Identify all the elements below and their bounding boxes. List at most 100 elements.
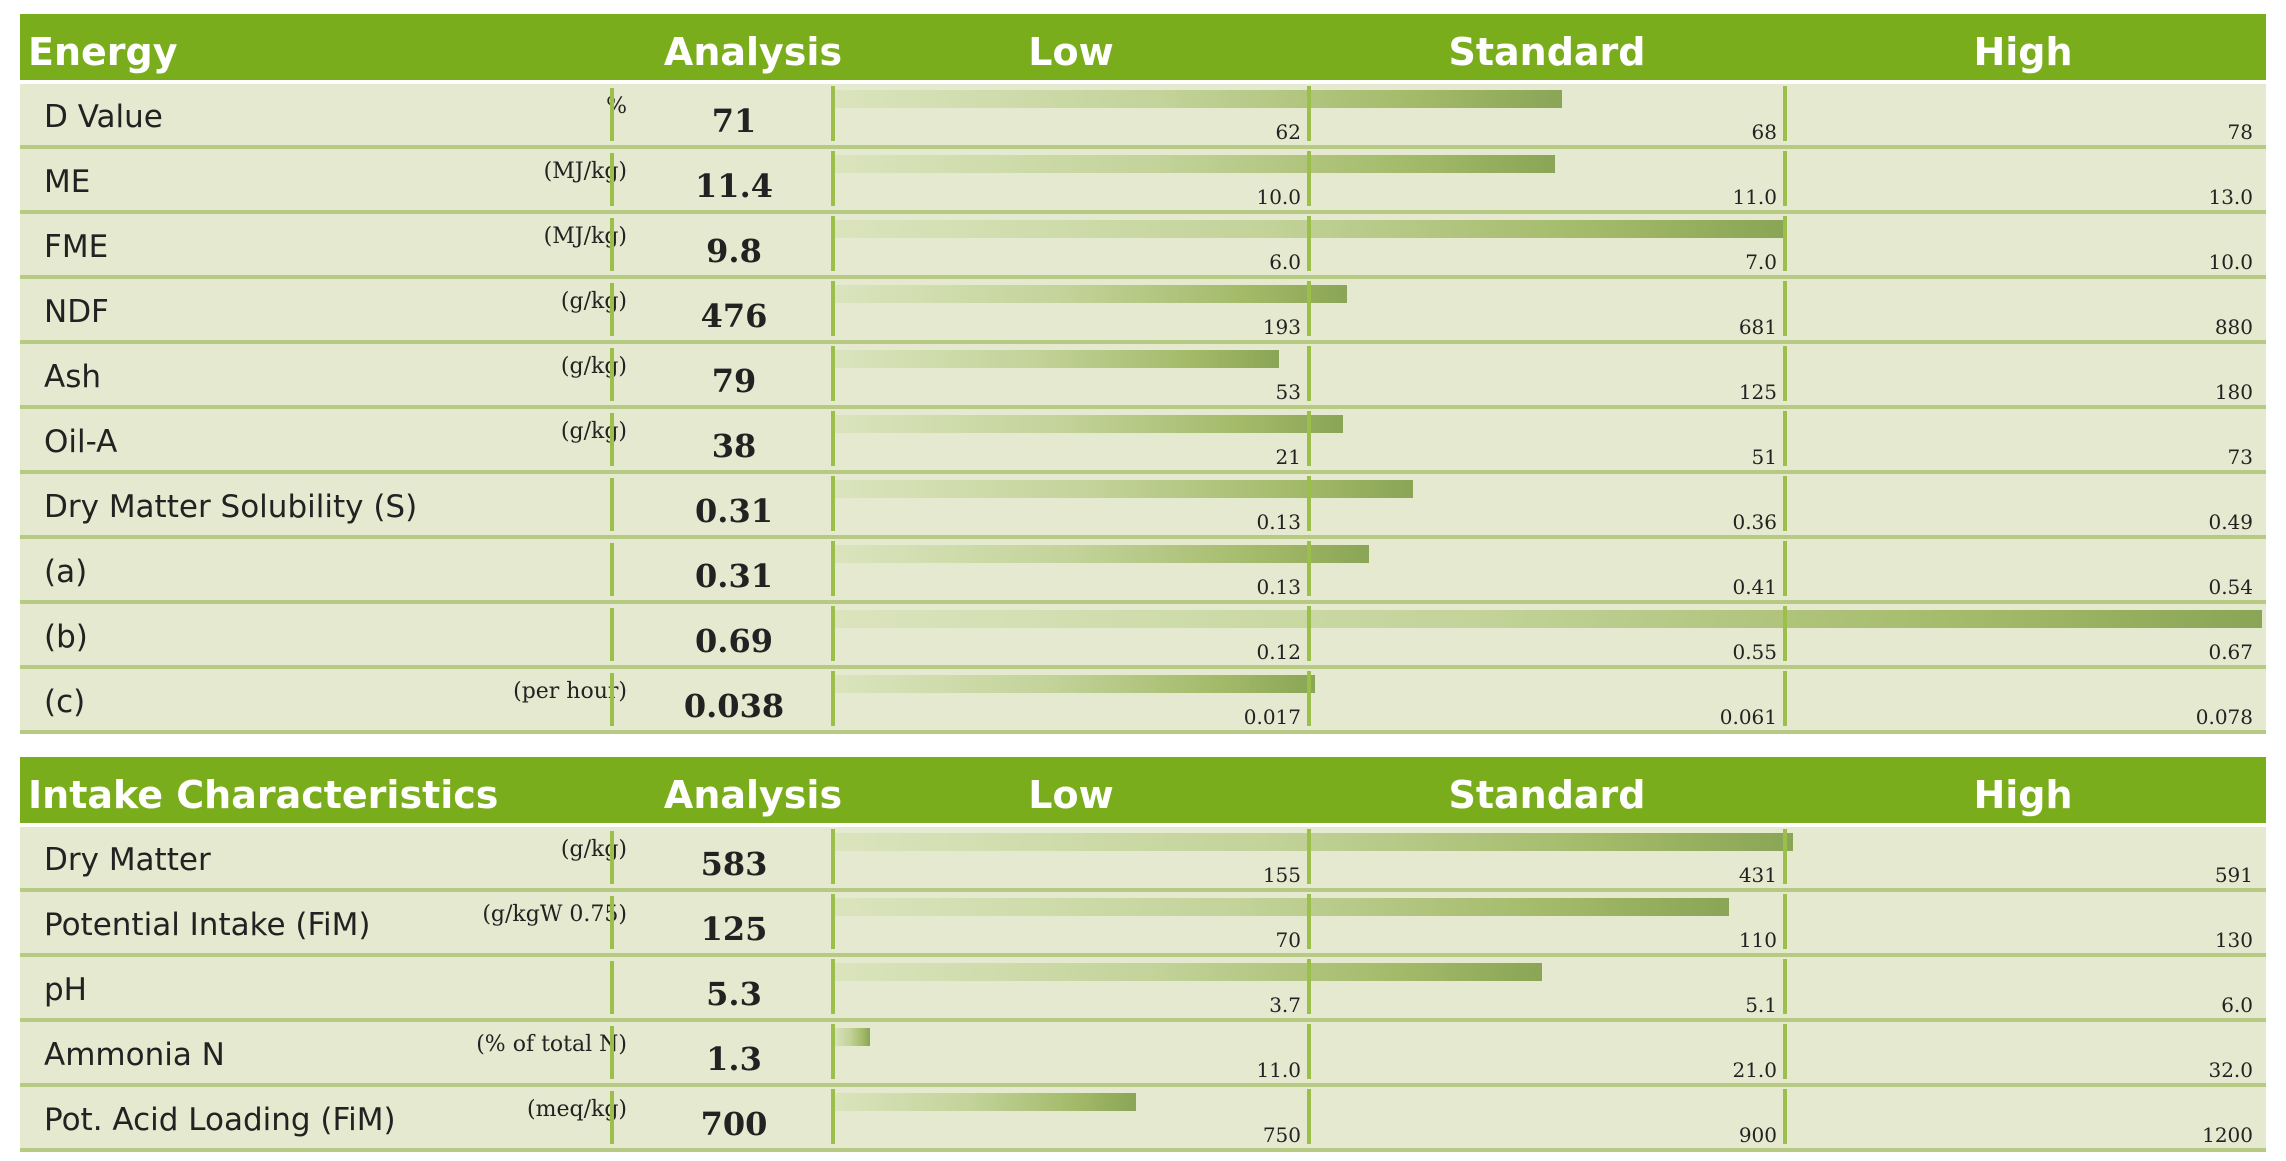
low-range-value: 21 (1275, 445, 1301, 469)
analysis-value: 0.31 (695, 492, 773, 530)
column-divider (610, 153, 614, 206)
range-tick (1783, 411, 1787, 466)
range-chart: 11.0 21.0 32.0 (831, 1022, 2262, 1083)
row-divider (20, 1083, 2266, 1087)
range-tick (1783, 959, 1787, 1014)
range-tick (1307, 606, 1311, 661)
row-label: Dry Matter (44, 842, 211, 878)
row-unit: (g/kg) (560, 837, 627, 862)
low-range-value: 0.12 (1256, 640, 1301, 664)
row-label: pH (44, 972, 87, 1008)
high-column-header: High (1973, 30, 2073, 74)
analysis-value: 79 (711, 362, 757, 400)
table-row: (c) (per hour) 0.038 0.017 0.061 0.078 (20, 669, 2266, 734)
range-chart: 6.0 7.0 10.0 (831, 214, 2262, 275)
low-range-value: 11.0 (1256, 1058, 1301, 1082)
range-chart: 0.13 0.41 0.54 (831, 539, 2262, 600)
high-range-value: 32.0 (2208, 1058, 2253, 1082)
row-label: ME (44, 164, 91, 200)
high-range-value: 6.0 (2221, 993, 2253, 1017)
table-row: Pot. Acid Loading (FiM) (meq/kg) 700 750 900… (20, 1087, 2266, 1152)
range-tick (1307, 829, 1311, 884)
analysis-bar (833, 610, 2262, 628)
standard-range-value: 5.1 (1745, 993, 1777, 1017)
row-unit: (g/kg) (560, 419, 627, 444)
range-tick (1307, 151, 1311, 206)
low-range-value: 53 (1275, 380, 1301, 404)
low-range-value: 10.0 (1256, 185, 1301, 209)
range-tick (831, 671, 835, 726)
analysis-column-header: Analysis (663, 30, 843, 74)
analysis-column-header: Analysis (663, 773, 843, 817)
range-tick (831, 541, 835, 596)
range-tick (1783, 346, 1787, 401)
range-tick (831, 281, 835, 336)
range-tick (831, 216, 835, 271)
row-divider (20, 340, 2266, 344)
standard-range-value: 68 (1751, 120, 1777, 144)
table-row: FME (MJ/kg) 9.8 6.0 7.0 10.0 (20, 214, 2266, 279)
range-tick (1783, 281, 1787, 336)
analysis-bar (833, 898, 1729, 916)
row-divider (20, 730, 2266, 734)
analysis-bar (833, 545, 1369, 563)
standard-range-value: 21.0 (1732, 1058, 1777, 1082)
range-tick (1783, 86, 1787, 141)
section-title: Intake Characteristics (28, 773, 499, 817)
high-range-value: 591 (2214, 863, 2253, 887)
range-tick (831, 346, 835, 401)
analysis-value: 9.8 (706, 232, 762, 270)
low-range-value: 0.017 (1243, 705, 1301, 729)
range-tick (1307, 894, 1311, 949)
table-row: Oil-A (g/kg) 38 21 51 73 (20, 409, 2266, 474)
column-divider (610, 608, 614, 661)
standard-range-value: 681 (1738, 315, 1777, 339)
standard-range-value: 51 (1751, 445, 1777, 469)
table-row: Dry Matter Solubility (S) 0.31 0.13 0.36 0.4… (20, 474, 2266, 539)
standard-column-header: Standard (1448, 773, 1646, 817)
high-range-value: 0.67 (2208, 640, 2253, 664)
row-label: Pot. Acid Loading (FiM) (44, 1102, 396, 1138)
table-row: Ash (g/kg) 79 53 125 180 (20, 344, 2266, 409)
low-range-value: 193 (1262, 315, 1301, 339)
standard-range-value: 110 (1738, 928, 1777, 952)
high-range-value: 10.0 (2208, 250, 2253, 274)
standard-column-header: Standard (1448, 30, 1646, 74)
table-row: pH 5.3 3.7 5.1 6.0 (20, 957, 2266, 1022)
range-chart: 750 900 1200 (831, 1087, 2262, 1148)
row-divider (20, 1148, 2266, 1152)
analysis-bar (833, 155, 1555, 173)
analysis-bar (833, 415, 1343, 433)
range-chart: 193 681 880 (831, 279, 2262, 340)
row-label: (b) (44, 619, 88, 655)
table-section: Energy Analysis Low Standard High D Value% 71 6… (20, 14, 2266, 734)
row-label: NDF (44, 294, 109, 330)
range-tick (831, 476, 835, 531)
column-divider (610, 1091, 614, 1144)
range-tick (1307, 216, 1311, 271)
standard-range-value: 0.41 (1732, 575, 1777, 599)
range-tick (1307, 671, 1311, 726)
range-tick (1307, 959, 1311, 1014)
column-divider (610, 543, 614, 596)
analysis-value: 0.69 (695, 622, 773, 660)
analysis-value: 5.3 (706, 975, 762, 1013)
high-range-value: 1200 (2202, 1123, 2253, 1147)
row-label: D Value (44, 99, 163, 135)
row-label: Ammonia N (44, 1037, 225, 1073)
range-tick (1783, 1024, 1787, 1079)
row-divider (20, 665, 2266, 669)
range-chart: 62 68 78 (831, 84, 2262, 145)
range-tick (1783, 894, 1787, 949)
column-divider (610, 88, 614, 141)
range-tick (1307, 1089, 1311, 1144)
column-divider (610, 1026, 614, 1079)
analysis-value: 0.038 (683, 687, 785, 725)
high-column-header: High (1973, 773, 2073, 817)
analysis-bar (833, 90, 1562, 108)
analysis-bar (833, 1028, 870, 1046)
range-chart: 21 51 73 (831, 409, 2262, 470)
column-divider (610, 413, 614, 466)
column-divider (610, 348, 614, 401)
range-chart: 3.7 5.1 6.0 (831, 957, 2262, 1018)
